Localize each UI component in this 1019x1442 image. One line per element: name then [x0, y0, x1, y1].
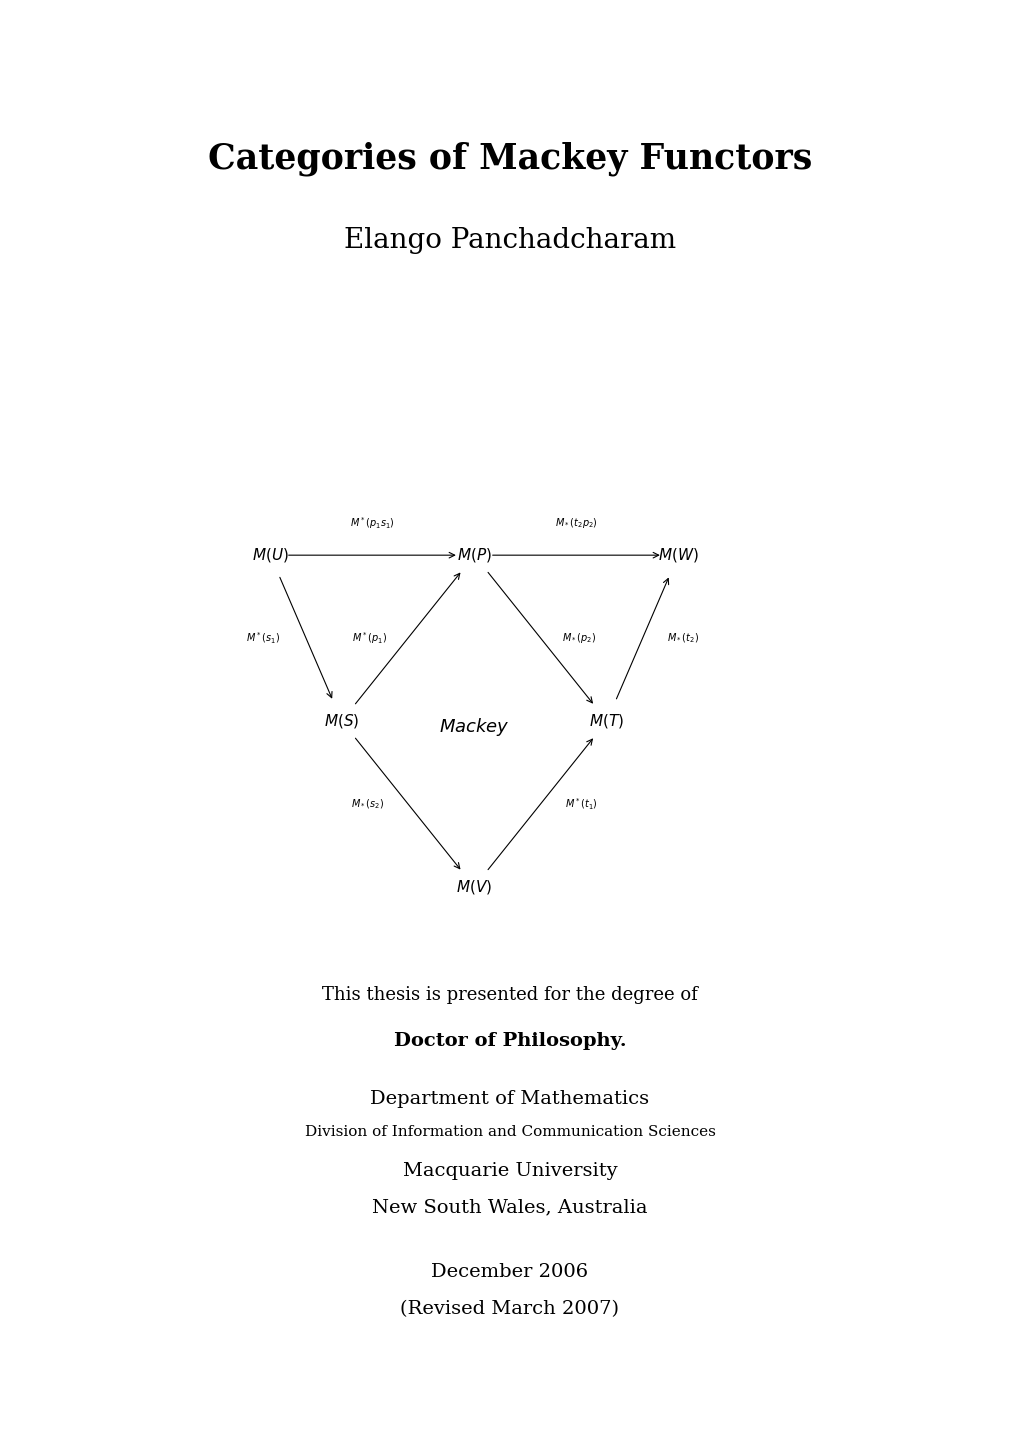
Text: Elango Panchadcharam: Elango Panchadcharam	[343, 228, 676, 254]
Text: $M(W)$: $M(W)$	[657, 547, 698, 564]
Text: $M(P)$: $M(P)$	[457, 547, 491, 564]
Text: $M_*(t_2p_2)$: $M_*(t_2p_2)$	[554, 516, 597, 531]
Text: (Revised March 2007): (Revised March 2007)	[400, 1301, 619, 1318]
Text: $M(U)$: $M(U)$	[252, 547, 288, 564]
Text: $\mathit{Mackey}$: $\mathit{Mackey}$	[438, 715, 510, 738]
Text: $M_*(s_2)$: $M_*(s_2)$	[351, 797, 383, 810]
Text: $M_*(t_2)$: $M_*(t_2)$	[666, 632, 699, 645]
Text: $M(T)$: $M(T)$	[589, 712, 624, 730]
Text: $M(S)$: $M(S)$	[324, 712, 359, 730]
Text: December 2006: December 2006	[431, 1263, 588, 1280]
Text: $M^*(p_1s_1)$: $M^*(p_1s_1)$	[350, 516, 394, 531]
Text: Division of Information and Communication Sciences: Division of Information and Communicatio…	[305, 1125, 714, 1139]
Text: Department of Mathematics: Department of Mathematics	[370, 1090, 649, 1107]
Text: $M^*(s_1)$: $M^*(s_1)$	[246, 630, 280, 646]
Text: $M^*(p_1)$: $M^*(p_1)$	[352, 630, 386, 646]
Text: Macquarie University: Macquarie University	[403, 1162, 616, 1180]
Text: Doctor of Philosophy.: Doctor of Philosophy.	[393, 1032, 626, 1050]
Text: Categories of Mackey Functors: Categories of Mackey Functors	[208, 141, 811, 176]
Text: New South Wales, Australia: New South Wales, Australia	[372, 1198, 647, 1216]
Text: $M^*(t_1)$: $M^*(t_1)$	[565, 796, 597, 812]
Text: $M_*(p_2)$: $M_*(p_2)$	[561, 632, 596, 645]
Text: $M(V)$: $M(V)$	[455, 878, 492, 895]
Text: This thesis is presented for the degree of: This thesis is presented for the degree …	[322, 986, 697, 1004]
